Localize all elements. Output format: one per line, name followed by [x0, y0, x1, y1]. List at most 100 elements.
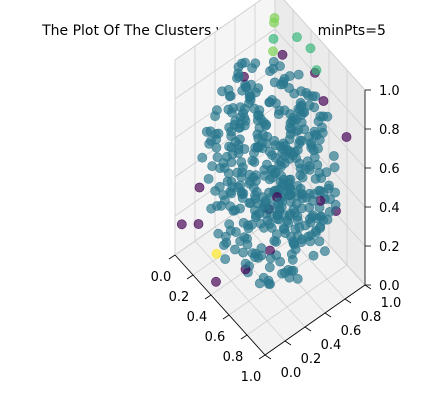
scatter-point: [223, 168, 234, 179]
scatter-point: [224, 141, 234, 152]
scatter-point: [224, 219, 235, 230]
scatter-point: [215, 163, 225, 174]
scatter-point: [240, 258, 251, 269]
scatter-point: [328, 151, 339, 161]
scatter-point: [259, 170, 270, 181]
scatter-point: [250, 58, 261, 69]
scatter-point: [321, 167, 332, 177]
scatter-point: [252, 141, 263, 152]
scatter-point: [307, 196, 318, 206]
scatter-point: [329, 162, 340, 173]
x-tick-label: 1.0: [241, 370, 262, 385]
scatter-point: [322, 214, 333, 225]
scatter-point: [318, 96, 329, 106]
tick-labels: 0.00.20.40.60.81.0 0.00.20.40.60.81.00.00…: [151, 84, 402, 385]
x-tick-mark: [204, 294, 212, 300]
y-tick-mark: [324, 312, 332, 318]
scatter-point: [201, 126, 212, 137]
scatter-point: [251, 186, 262, 197]
scatter-point: [292, 181, 303, 191]
y-tick-mark: [304, 326, 312, 332]
scatter-point: [286, 231, 296, 242]
scatter-point: [220, 231, 231, 242]
scatter-point: [245, 95, 256, 105]
grid-line: [283, 0, 366, 91]
scatter-point: [240, 116, 251, 126]
scatter-point: [273, 197, 284, 208]
scatter-point: [341, 132, 352, 142]
y-tick-label: 0.2: [301, 352, 322, 367]
scatter-point: [297, 172, 308, 183]
scatter-point: [206, 203, 217, 214]
scatter-point: [213, 128, 224, 139]
z-tick-label: 0.4: [379, 201, 400, 216]
scatter-point: [294, 158, 305, 169]
y-tick-label: 0.6: [341, 324, 362, 339]
scatter-point: [264, 146, 275, 157]
scatter-point: [260, 202, 271, 213]
scatter-point: [254, 278, 265, 289]
x-tick-mark: [222, 314, 230, 320]
scatter-point: [279, 158, 290, 168]
scatter-point: [236, 186, 247, 197]
scatter-point: [244, 198, 255, 208]
scatter-point: [315, 186, 326, 196]
scatter-point: [229, 120, 240, 130]
scatter-point: [297, 189, 307, 199]
y-tick-mark: [264, 354, 272, 360]
scatter-point: [238, 247, 249, 258]
scatter-point: [258, 222, 269, 233]
scatter-point: [219, 240, 229, 250]
scatter-point: [280, 140, 290, 151]
scatter-point: [277, 49, 288, 60]
scatter-point: [243, 223, 254, 234]
grid-line: [174, 28, 276, 100]
scatter-point: [310, 173, 321, 184]
scatter-point: [306, 139, 317, 150]
scatter-point: [293, 69, 304, 80]
y-tick-label: 1.0: [381, 296, 402, 311]
scatter-point: [212, 152, 223, 163]
scatter-point: [225, 201, 236, 212]
scatter-point: [220, 254, 231, 264]
scatter-point: [236, 58, 247, 69]
y-tick-mark: [284, 340, 292, 346]
scatter-point: [264, 187, 274, 198]
x-tick-label: 0.4: [187, 310, 208, 325]
scatter-point: [233, 139, 244, 150]
scatter-point: [249, 157, 260, 167]
scatter-point: [290, 244, 301, 255]
scatter-point: [310, 129, 320, 140]
scatter-point: [324, 180, 334, 191]
scatter-point: [194, 182, 205, 193]
scatter-point: [308, 250, 319, 261]
scatter-point: [292, 273, 303, 284]
y-tick-label: 0.4: [321, 338, 342, 353]
x-tick-mark: [186, 274, 194, 280]
y-tick-mark: [364, 284, 372, 290]
data-points: [176, 13, 352, 289]
scatter-point: [226, 131, 237, 142]
grid-line: [174, 0, 262, 61]
scatter-point: [253, 133, 264, 144]
scatter-point: [269, 17, 279, 28]
scatter-point: [193, 219, 204, 229]
y-tick-label: 0.8: [361, 310, 382, 325]
scatter-point: [315, 221, 326, 232]
scatter-point: [176, 219, 187, 230]
scatter-point: [252, 115, 263, 126]
grid-line: [246, 264, 348, 336]
scatter-point: [284, 83, 294, 93]
scatter-point: [223, 104, 234, 115]
z-tick-label: 0.6: [379, 162, 400, 177]
y-tick-label: 0.0: [281, 366, 302, 381]
scatter-point: [239, 232, 250, 243]
scatter-point: [235, 203, 245, 214]
scatter-point: [304, 100, 315, 111]
x-tick-label: 0.6: [205, 330, 226, 345]
grid-line: [274, 28, 366, 130]
scatter-point: [279, 105, 290, 116]
scatter-point: [197, 152, 208, 163]
x-tick-mark: [168, 254, 176, 260]
